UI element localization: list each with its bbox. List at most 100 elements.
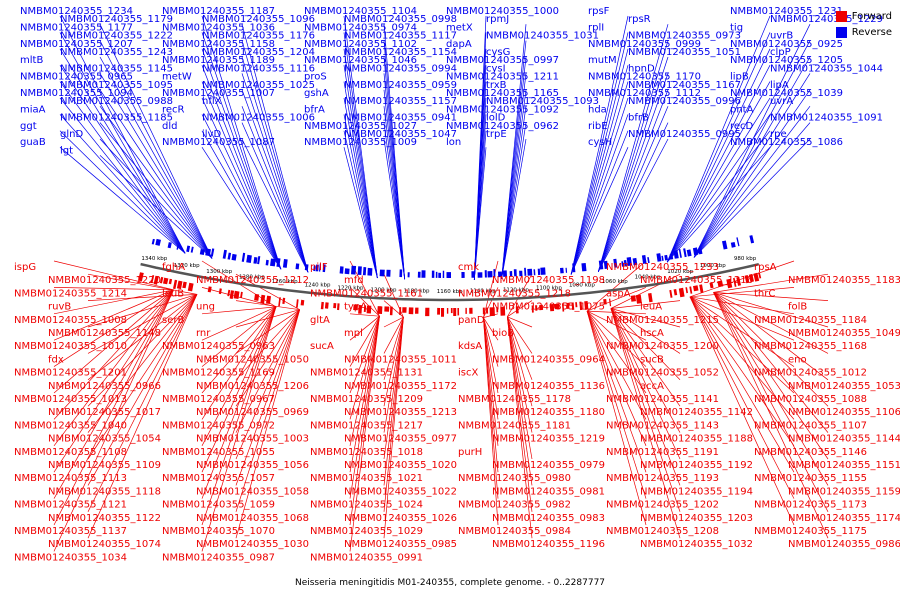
reverse-gene-block: [315, 264, 319, 272]
forward-leader-line: [483, 317, 499, 446]
forward-gene-label: rnr: [196, 328, 211, 339]
forward-gene-block: [693, 285, 699, 292]
forward-leader-line: [383, 317, 404, 380]
reverse-gene-block: [493, 269, 496, 278]
reverse-gene-label: NMBM01240355_1027: [304, 121, 417, 132]
forward-leader-line: [586, 311, 647, 526]
reverse-gene-block: [231, 253, 237, 261]
forward-leader-line: [713, 292, 829, 328]
forward-leader-line: [689, 287, 795, 298]
forward-gene-label: NMBM01240355_1088: [754, 394, 867, 405]
forward-leader-line: [506, 316, 533, 460]
reverse-leader-line: [597, 106, 669, 272]
kbp-tick-label: 1020 kbp: [667, 269, 693, 275]
forward-gene-label: NMBM01240355_1206: [196, 381, 309, 392]
forward-leader-line: [610, 308, 681, 512]
forward-gene-label: NMBM01240355_0980: [458, 473, 571, 484]
forward-gene-label: NMBM01240355_1024: [310, 500, 423, 511]
reverse-gene-label: NMBM01240355_1039: [730, 88, 843, 99]
forward-gene-block: [408, 307, 414, 315]
forward-gene-block: [446, 308, 449, 314]
reverse-gene-label: NMBM01240355_1243: [60, 47, 173, 58]
forward-leader-line: [53, 287, 174, 291]
forward-gene-block: [207, 286, 212, 293]
forward-gene-label: NMBM01240355_1216: [640, 275, 753, 286]
reverse-leader-line: [597, 73, 669, 272]
reverse-gene-block: [613, 258, 618, 268]
forward-leader-line: [235, 309, 301, 460]
forward-gene-label: NMBM01240355_1148: [48, 328, 161, 339]
forward-leader-line: [53, 289, 174, 341]
forward-gene-label: typA: [344, 302, 367, 313]
forward-leader-line: [53, 289, 174, 315]
reverse-gene-block: [664, 254, 668, 261]
forward-gene-block: [584, 301, 589, 310]
reverse-gene-label: NMBM01240355_1205: [730, 55, 843, 66]
forward-gene-label: accA: [640, 381, 664, 392]
forward-gene-block: [353, 304, 358, 311]
kbp-tick-label: 1320 kbp: [174, 263, 200, 269]
reverse-gene-block: [246, 254, 252, 263]
reverse-gene-label: lon: [446, 137, 461, 148]
reverse-gene-block: [253, 257, 258, 264]
forward-gene-label: NMBM01240355_1181: [458, 420, 571, 431]
forward-gene-block: [733, 277, 737, 287]
forward-gene-block: [153, 275, 159, 285]
reverse-gene-label: rpe: [770, 129, 787, 140]
reverse-leader-line: [99, 56, 213, 259]
reverse-gene-label: hflX: [202, 96, 222, 107]
forward-gene-label: NMBM01240355_1209: [310, 394, 423, 405]
forward-gene-block: [415, 307, 419, 314]
reverse-gene-label: ribE: [588, 121, 608, 132]
reverse-gene-label: lolD: [486, 113, 506, 124]
forward-leader-line: [483, 317, 499, 473]
reverse-gene-label: miaA: [20, 104, 46, 115]
reverse-leader-line: [201, 97, 282, 270]
reverse-gene-label: NMBM01240355_1145: [60, 63, 173, 74]
forward-gene-block: [333, 303, 337, 309]
forward-leader-line: [507, 300, 533, 318]
forward-gene-label: NMBM01240355_1217: [310, 420, 423, 431]
kbp-tick-label: 1040 kbp: [635, 274, 661, 280]
reverse-gene-label: NMBM01240355_1158: [162, 39, 275, 50]
forward-leader-line: [506, 316, 533, 433]
reverse-leader-line: [666, 130, 771, 263]
legend-label-reverse: Reverse: [851, 26, 892, 38]
reverse-gene-label: NMBM01240355_1167: [628, 80, 741, 91]
forward-gene-block: [753, 272, 760, 282]
forward-gene-block: [173, 279, 178, 290]
forward-leader-line: [713, 292, 829, 354]
reverse-leader-line: [343, 81, 378, 279]
reverse-leader-line: [201, 32, 282, 270]
forward-gene-label: NMBM01240355_1059: [162, 500, 275, 511]
reverse-gene-block: [319, 263, 321, 272]
reverse-gene-label: gshA: [304, 88, 329, 99]
forward-gene-block: [282, 297, 286, 304]
reverse-gene-block: [227, 252, 232, 260]
forward-gene-label: NMBM01240355_0963: [162, 341, 275, 352]
forward-gene-label: NMBM01240355_1143: [606, 420, 719, 431]
reverse-gene-label: ilvD: [202, 129, 221, 140]
forward-leader-line: [586, 310, 647, 473]
reverse-gene-block: [661, 255, 664, 261]
forward-leader-line: [53, 289, 174, 473]
reverse-leader-line: [570, 32, 629, 275]
forward-gene-label: NMBM01240355_1191: [606, 447, 719, 458]
forward-gene-block: [150, 275, 155, 284]
reverse-gene-track: [151, 235, 755, 278]
forward-leader-line: [586, 260, 647, 312]
forward-gene-label: NMBM01240355_1180: [492, 407, 605, 418]
forward-gene-block: [437, 307, 441, 315]
reverse-gene-label: NMBM01240355_1154: [344, 47, 457, 58]
reverse-gene-label: NMBM01240355_0965: [20, 72, 133, 83]
reverse-gene-label: bfrB: [628, 113, 649, 124]
forward-gene-label: NMBM01240355_0987: [162, 552, 275, 563]
forward-leader-line: [713, 292, 829, 301]
reverse-gene-block: [736, 237, 740, 247]
forward-leader-line: [87, 294, 198, 301]
reverse-leader-line: [501, 122, 527, 280]
reverse-leader-line: [201, 147, 282, 270]
forward-leader-line: [349, 316, 380, 526]
forward-gene-label: NMBM01240355_1141: [606, 394, 719, 405]
reverse-gene-block: [572, 263, 576, 273]
